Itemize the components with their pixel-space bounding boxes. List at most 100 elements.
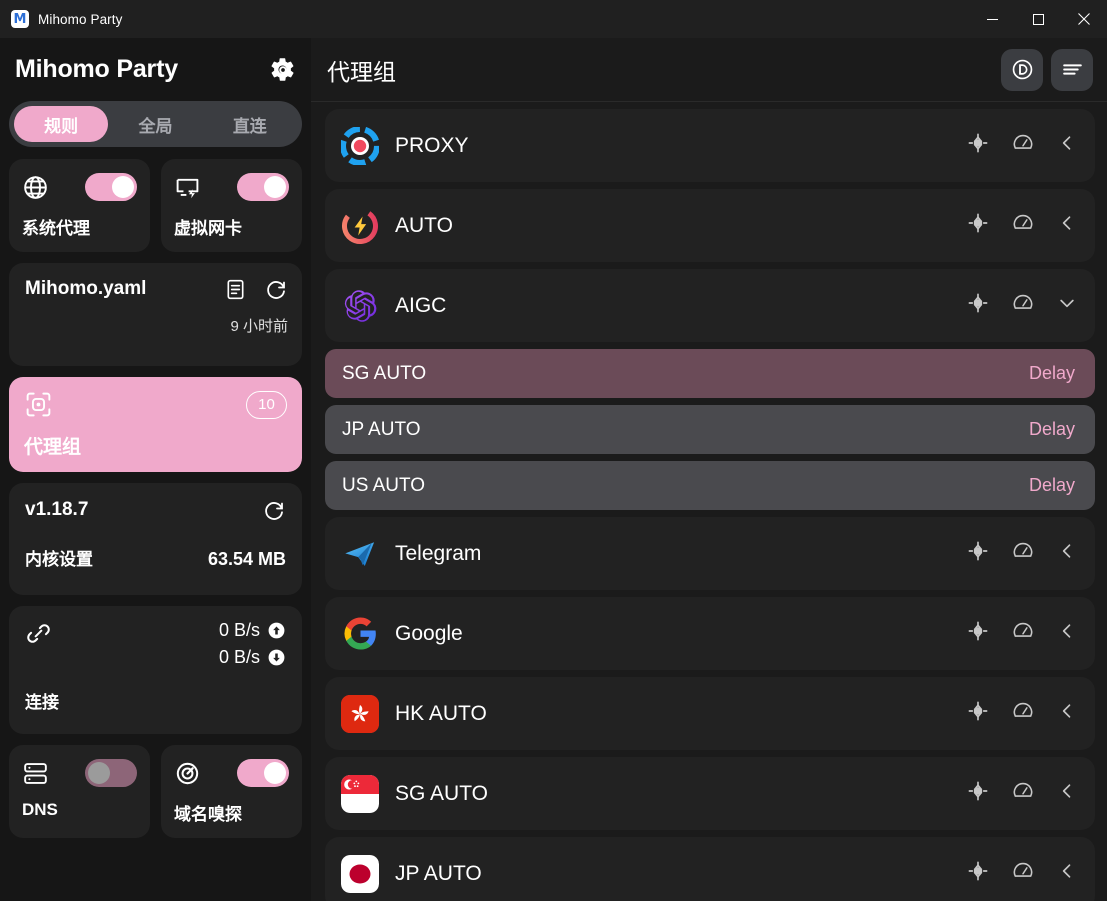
proxy-group-row[interactable]: Google	[325, 597, 1095, 670]
proxy-group-row[interactable]: PROXY	[325, 109, 1095, 182]
mihomo-logo-icon: M	[11, 10, 29, 28]
proxy-node-row[interactable]: US AUTO Delay	[325, 461, 1095, 510]
restart-core-icon[interactable]	[262, 498, 286, 522]
proxy-group-actions	[967, 132, 1077, 159]
proxy-node-delay[interactable]: Delay	[1028, 475, 1075, 495]
proxy-node-row[interactable]: SG AUTO Delay	[325, 349, 1095, 398]
speed-test-icon[interactable]	[1012, 292, 1034, 319]
proxy-group-list[interactable]: PROXY	[311, 102, 1107, 901]
chevron-left-icon[interactable]	[1057, 781, 1077, 806]
sniff-tile[interactable]: 域名嗅探	[161, 745, 302, 838]
locate-icon[interactable]	[967, 780, 989, 807]
speed-test-icon[interactable]	[1012, 540, 1034, 567]
locate-icon[interactable]	[967, 540, 989, 567]
speed-test-icon[interactable]	[1012, 620, 1034, 647]
sidebar-item-proxy-groups[interactable]: 10 代理组	[9, 377, 302, 472]
upload-speed-value: 0 B/s	[218, 620, 260, 640]
chevron-left-icon[interactable]	[1057, 213, 1077, 238]
arrow-down-icon	[267, 648, 286, 667]
sort-button[interactable]	[1051, 48, 1093, 91]
maximize-icon[interactable]	[1015, 0, 1061, 38]
speed-test-icon[interactable]	[1012, 212, 1034, 239]
globe-icon	[22, 174, 49, 201]
chevron-left-icon[interactable]	[1057, 133, 1077, 158]
connections-label: 连接	[25, 693, 59, 712]
openai-logo-icon	[341, 287, 379, 325]
refresh-icon[interactable]	[264, 277, 288, 301]
chevron-left-icon[interactable]	[1057, 861, 1077, 886]
locate-icon[interactable]	[967, 620, 989, 647]
proxy-group-name: AUTO	[395, 213, 453, 237]
system-proxy-toggle[interactable]	[85, 173, 137, 201]
proxy-group-actions	[967, 540, 1077, 567]
system-proxy-tile[interactable]: 系统代理	[9, 159, 150, 252]
dns-toggle[interactable]	[85, 759, 137, 787]
chevron-left-icon[interactable]	[1057, 541, 1077, 566]
flag-sg-icon	[341, 774, 379, 813]
system-proxy-tile-top	[22, 173, 137, 201]
upload-speed-row: 0 B/s	[219, 620, 286, 641]
sidebar: Mihomo Party 规则 全局 直连	[0, 38, 311, 901]
proxy-group-name: AIGC	[395, 293, 447, 317]
proxy-group-name: HK AUTO	[395, 701, 487, 725]
proxy-node-delay[interactable]: Delay	[1028, 419, 1075, 439]
proxy-node-delay[interactable]: Delay	[1028, 363, 1075, 383]
gear-icon[interactable]	[270, 56, 296, 83]
locate-icon[interactable]	[967, 212, 989, 239]
proxy-group-icon	[24, 390, 53, 419]
mode-tab-direct[interactable]: 直连	[232, 116, 267, 136]
app-body: Mihomo Party 规则 全局 直连	[0, 38, 1107, 901]
window-title: Mihomo Party	[38, 11, 123, 27]
document-icon[interactable]	[224, 278, 247, 301]
connections-card[interactable]: 0 B/s 0 B/s 连接	[9, 606, 302, 734]
locate-icon[interactable]	[967, 292, 989, 319]
mode-tab-global[interactable]: 全局	[138, 116, 173, 136]
locate-icon[interactable]	[967, 132, 989, 159]
proxy-group-row[interactable]: HK AUTO	[325, 677, 1095, 750]
sidebar-brand: Mihomo Party	[9, 38, 302, 101]
minimize-icon[interactable]	[969, 0, 1015, 38]
locate-icon[interactable]	[967, 860, 989, 887]
tun-tile[interactable]: 虚拟网卡	[161, 159, 302, 252]
tun-tile-top	[174, 173, 289, 201]
core-settings-label: 内核设置	[25, 550, 93, 569]
telegram-logo-icon	[341, 535, 379, 573]
close-icon[interactable]	[1061, 0, 1107, 38]
proxy-group-actions	[967, 780, 1077, 807]
sniff-tile-top	[174, 759, 289, 787]
proxy-group-row[interactable]: Telegram	[325, 517, 1095, 590]
proxy-group-name: PROXY	[395, 133, 469, 157]
speed-test-icon[interactable]	[1012, 132, 1034, 159]
tun-toggle[interactable]	[237, 173, 289, 201]
chevron-down-icon[interactable]	[1057, 293, 1077, 318]
chevron-left-icon[interactable]	[1057, 701, 1077, 726]
proxy-group-name: Telegram	[395, 541, 482, 565]
dns-tile[interactable]: DNS	[9, 745, 150, 838]
speed-test-icon[interactable]	[1012, 700, 1034, 727]
toggle-tiles-row: 系统代理 虚拟网卡	[9, 159, 302, 252]
chevron-left-icon[interactable]	[1057, 621, 1077, 646]
brand-title: Mihomo Party	[15, 55, 178, 83]
speed-test-icon[interactable]	[1012, 860, 1034, 887]
proxy-group-name: JP AUTO	[395, 861, 482, 885]
download-speed-value: 0 B/s	[218, 647, 260, 667]
flag-hk-icon	[341, 694, 379, 733]
sniff-toggle[interactable]	[237, 759, 289, 787]
proxy-group-row[interactable]: SG AUTO	[325, 757, 1095, 830]
proxy-group-row[interactable]: AUTO	[325, 189, 1095, 262]
core-card[interactable]: v1.18.7 内核设置 63.54 MB	[9, 483, 302, 595]
page-title: 代理组	[327, 58, 396, 85]
locate-icon[interactable]	[967, 700, 989, 727]
connections-card-top: 0 B/s 0 B/s	[25, 620, 286, 668]
mode-tab-rule[interactable]: 规则	[14, 106, 109, 142]
proxy-group-actions	[967, 212, 1077, 239]
delay-test-button[interactable]	[1001, 48, 1043, 91]
profile-card[interactable]: Mihomo.yaml	[9, 263, 302, 366]
proxy-group-row[interactable]: JP AUTO	[325, 837, 1095, 901]
sniff-label: 域名嗅探	[174, 805, 242, 824]
speed-test-icon[interactable]	[1012, 780, 1034, 807]
proxy-group-row[interactable]: AIGC	[325, 269, 1095, 342]
proxy-groups-label: 代理组	[24, 437, 82, 458]
proxy-node-row[interactable]: JP AUTO Delay	[325, 405, 1095, 454]
